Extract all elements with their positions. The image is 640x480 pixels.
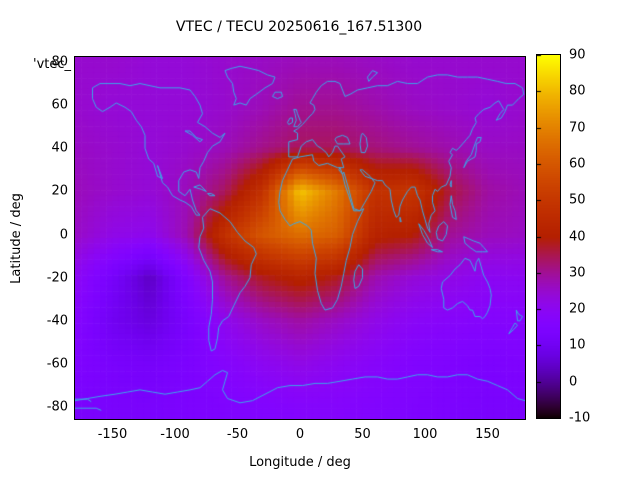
y-tick-label: 20: [51, 183, 68, 199]
colorbar-tick-label: 20: [569, 301, 586, 317]
colorbar-tick-label: 0: [569, 374, 578, 390]
colorbar-tick-label: -10: [569, 410, 591, 426]
colorbar: [536, 54, 561, 419]
colorbar-tick-label: 10: [569, 337, 586, 353]
colorbar-tick-label: 90: [569, 47, 586, 63]
colorbar-tick-label: 70: [569, 120, 586, 136]
x-tick-label: -50: [226, 427, 249, 442]
x-tick-label: -150: [97, 427, 128, 442]
y-tick-label: 40: [51, 140, 68, 156]
plot-key-label: 'vtec_: [33, 57, 72, 72]
x-tick-label: 50: [354, 427, 371, 442]
x-tick-label: 100: [412, 427, 438, 442]
colorbar-tick-label: 60: [569, 156, 586, 172]
y-axis-label: Latitude / deg: [8, 192, 24, 284]
x-tick-label: -100: [160, 427, 190, 442]
x-axis-label: Longitude / deg: [249, 454, 351, 470]
y-tick-label: 60: [51, 97, 68, 113]
colorbar-canvas: [537, 55, 560, 418]
colorbar-tick-label: 40: [569, 229, 586, 244]
y-tick-label: -40: [46, 313, 68, 329]
y-tick-label: 0: [59, 227, 68, 243]
y-tick-label: -60: [46, 356, 68, 372]
heatmap-canvas: [75, 57, 525, 419]
y-tick-label: -80: [46, 399, 68, 415]
colorbar-tick-label: 80: [569, 83, 586, 99]
plot-area: [74, 56, 526, 420]
colorbar-tick-label: 30: [569, 265, 586, 281]
chart-title: VTEC / TECU 20250616_167.51300: [175, 19, 423, 35]
x-tick-label: 150: [475, 427, 500, 442]
y-tick-label: 80: [51, 54, 68, 70]
colorbar-tick-label: 50: [569, 192, 586, 208]
y-tick-label: -20: [46, 270, 68, 286]
x-tick-label: 0: [295, 427, 305, 442]
